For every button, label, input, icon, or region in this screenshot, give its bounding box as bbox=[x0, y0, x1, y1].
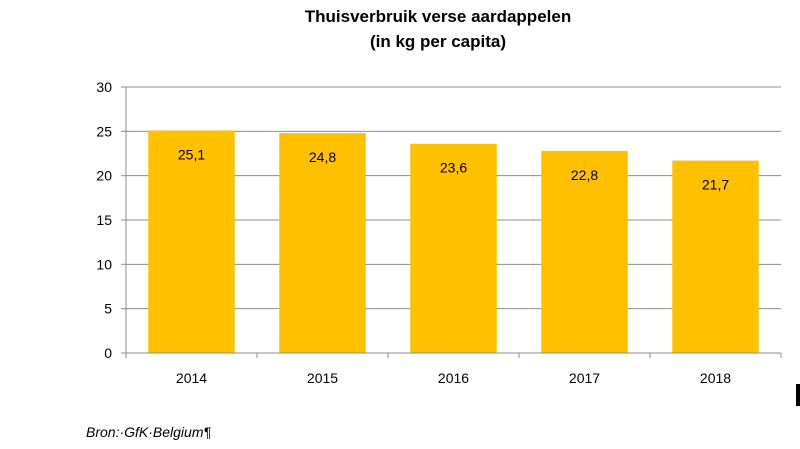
x-tick-label-2015: 2015 bbox=[307, 370, 338, 386]
x-tick-label-2018: 2018 bbox=[700, 370, 731, 386]
data-label-2016: 23,6 bbox=[440, 160, 467, 176]
data-label-2015: 24,8 bbox=[309, 149, 336, 165]
y-tick-label-10: 10 bbox=[96, 256, 112, 272]
chart-title-block: Thuisverbruik verse aardappelen (in kg p… bbox=[0, 4, 800, 54]
chart-subtitle: (in kg per capita) bbox=[369, 32, 507, 51]
y-tick-label-20: 20 bbox=[96, 168, 112, 184]
bar-2016 bbox=[410, 143, 497, 353]
y-tick-label-5: 5 bbox=[104, 301, 112, 317]
bar-2015 bbox=[279, 133, 366, 353]
y-tick-label-0: 0 bbox=[104, 345, 112, 361]
bars bbox=[148, 130, 759, 353]
edge-mark bbox=[796, 384, 800, 406]
bar-2018 bbox=[672, 160, 759, 353]
labels: 0 5 10 15 20 25 30 25,1 2014 24,8 2015 23,6 2016 22,8… bbox=[96, 79, 731, 386]
source-note: Bron:·GfK·Belgium¶ bbox=[86, 424, 212, 440]
data-label-2018: 21,7 bbox=[702, 177, 729, 193]
data-label-2014: 25,1 bbox=[178, 146, 205, 162]
x-tick-label-2016: 2016 bbox=[438, 370, 469, 386]
axes bbox=[121, 86, 782, 358]
bar-2014 bbox=[148, 130, 235, 353]
y-tick-label-25: 25 bbox=[96, 123, 112, 139]
x-tick-label-2017: 2017 bbox=[569, 370, 600, 386]
chart-title: Thuisverbruik verse aardappelen bbox=[304, 7, 572, 26]
y-tick-label-30: 30 bbox=[96, 79, 112, 95]
data-label-2017: 22,8 bbox=[571, 167, 598, 183]
y-tick-label-15: 15 bbox=[96, 212, 112, 228]
bar-2017 bbox=[541, 150, 628, 353]
x-tick-label-2014: 2014 bbox=[176, 370, 207, 386]
